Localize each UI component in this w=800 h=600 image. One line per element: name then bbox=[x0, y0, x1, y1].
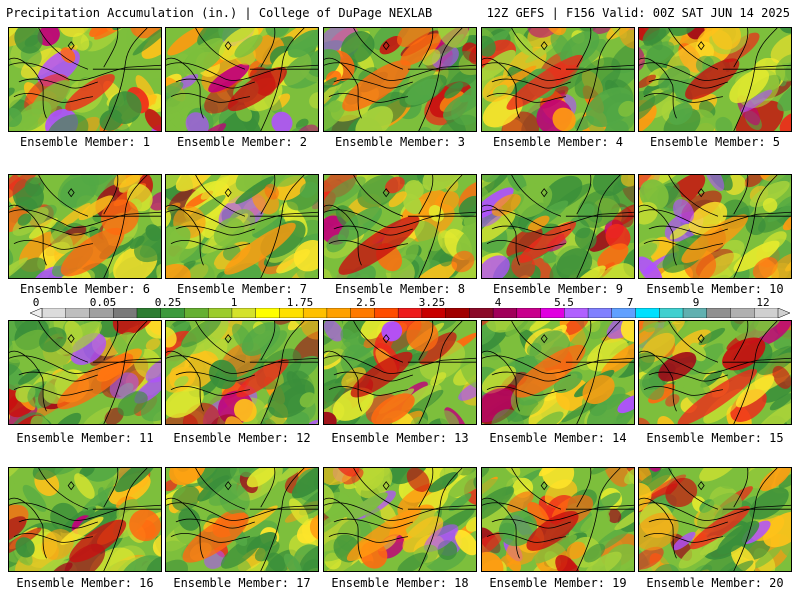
colorbar-swatch bbox=[65, 308, 90, 318]
colorbar-swatch bbox=[184, 308, 209, 318]
ensemble-panel bbox=[8, 467, 162, 572]
ensemble-panel bbox=[323, 320, 477, 425]
colorbar-tick-label: 0.25 bbox=[154, 296, 182, 309]
colorbar-swatch bbox=[302, 308, 328, 318]
colorbar-swatch bbox=[754, 308, 779, 318]
ensemble-member-label: Ensemble Member: 10 bbox=[646, 282, 784, 296]
colorbar-tick-label: 12 bbox=[756, 296, 770, 309]
colorbar-tick-label: 0.05 bbox=[89, 296, 117, 309]
colorbar-swatch bbox=[469, 308, 494, 318]
ensemble-member-label: Ensemble Member: 6 bbox=[19, 282, 151, 296]
ensemble-member-label: Ensemble Member: 14 bbox=[489, 431, 627, 445]
ensemble-panel bbox=[481, 27, 635, 132]
colorbar-swatch bbox=[350, 308, 375, 318]
ensemble-panel bbox=[8, 27, 162, 132]
colorbar-swatch bbox=[730, 308, 755, 318]
colorbar-swatch bbox=[397, 308, 423, 318]
ensemble-panel bbox=[481, 320, 635, 425]
colorbar-tick-label: 9 bbox=[692, 296, 700, 309]
colorbar-swatch bbox=[207, 308, 233, 318]
colorbar-swatch bbox=[492, 308, 518, 318]
ensemble-panel bbox=[323, 174, 477, 279]
colorbar-swatch bbox=[587, 308, 613, 318]
colorbar-swatch bbox=[374, 308, 399, 318]
ensemble-member-label: Ensemble Member: 12 bbox=[173, 431, 311, 445]
ensemble-panel bbox=[323, 467, 477, 572]
colorbar-swatch bbox=[635, 308, 660, 318]
ensemble-member-label: Ensemble Member: 13 bbox=[331, 431, 469, 445]
colorbar-swatch bbox=[279, 308, 304, 318]
colorbar-swatch bbox=[421, 308, 447, 318]
ensemble-panel bbox=[638, 27, 792, 132]
ensemble-member-label: Ensemble Member: 4 bbox=[492, 135, 624, 149]
valid-time: 12Z GEFS | F156 Valid: 00Z SAT JUN 14 20… bbox=[486, 6, 790, 20]
colorbar-swatch bbox=[41, 308, 67, 318]
ensemble-member-label: Ensemble Member: 19 bbox=[489, 576, 627, 590]
colorbar-swatch bbox=[231, 308, 257, 318]
colorbar-tick-label: 5.5 bbox=[554, 296, 574, 309]
ensemble-member-label: Ensemble Member: 5 bbox=[649, 135, 781, 149]
colorbar-tick-label: 2.5 bbox=[356, 296, 376, 309]
ensemble-panel bbox=[638, 467, 792, 572]
colorbar-swatch bbox=[445, 308, 470, 318]
colorbar-swatch bbox=[706, 308, 732, 318]
colorbar-tick-label: 7 bbox=[626, 296, 634, 309]
colorbar-tick-label: 1 bbox=[230, 296, 238, 309]
colorbar-swatch bbox=[89, 308, 114, 318]
colorbar-swatch bbox=[113, 308, 138, 318]
ensemble-panel bbox=[8, 174, 162, 279]
colorbar-tick-label: 4 bbox=[494, 296, 502, 309]
ensemble-panel bbox=[165, 27, 319, 132]
ensemble-panel bbox=[323, 27, 477, 132]
colorbar-tick-label: 1.75 bbox=[286, 296, 314, 309]
ensemble-member-label: Ensemble Member: 11 bbox=[16, 431, 154, 445]
colorbar-swatch bbox=[682, 308, 708, 318]
colorbar-swatch bbox=[564, 308, 589, 318]
colorbar-swatch bbox=[540, 308, 565, 318]
ensemble-member-label: Ensemble Member: 7 bbox=[176, 282, 308, 296]
ensemble-member-label: Ensemble Member: 8 bbox=[334, 282, 466, 296]
ensemble-member-label: Ensemble Member: 16 bbox=[16, 576, 154, 590]
ensemble-member-label: Ensemble Member: 18 bbox=[331, 576, 469, 590]
precip-colorbar bbox=[30, 308, 790, 318]
ensemble-member-label: Ensemble Member: 2 bbox=[176, 135, 308, 149]
ensemble-panel bbox=[481, 174, 635, 279]
ensemble-panel bbox=[165, 467, 319, 572]
colorbar-swatch bbox=[255, 308, 280, 318]
colorbar-swatch bbox=[516, 308, 542, 318]
colorbar-tick-label: 3.25 bbox=[418, 296, 446, 309]
colorbar-swatch bbox=[136, 308, 162, 318]
colorbar-tick-label: 0 bbox=[32, 296, 40, 309]
ensemble-panel bbox=[638, 320, 792, 425]
ensemble-panel bbox=[165, 320, 319, 425]
ensemble-member-label: Ensemble Member: 17 bbox=[173, 576, 311, 590]
ensemble-member-label: Ensemble Member: 9 bbox=[492, 282, 624, 296]
map-title: Precipitation Accumulation (in.) | Colle… bbox=[6, 6, 433, 20]
colorbar-swatch bbox=[326, 308, 352, 318]
colorbar-swatch bbox=[611, 308, 637, 318]
ensemble-member-label: Ensemble Member: 15 bbox=[646, 431, 784, 445]
ensemble-member-label: Ensemble Member: 3 bbox=[334, 135, 466, 149]
ensemble-member-label: Ensemble Member: 20 bbox=[646, 576, 784, 590]
colorbar-swatch bbox=[659, 308, 684, 318]
ensemble-panel bbox=[8, 320, 162, 425]
ensemble-panel bbox=[481, 467, 635, 572]
colorbar-swatch bbox=[160, 308, 185, 318]
ensemble-member-label: Ensemble Member: 1 bbox=[19, 135, 151, 149]
ensemble-panel bbox=[638, 174, 792, 279]
ensemble-panel bbox=[165, 174, 319, 279]
